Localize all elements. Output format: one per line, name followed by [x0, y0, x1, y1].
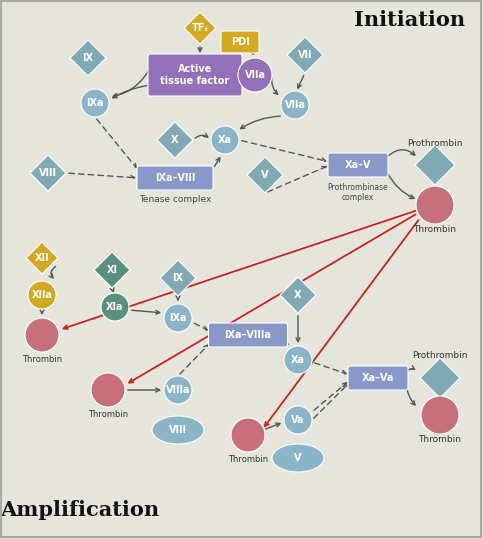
Text: Thrombin: Thrombin: [22, 355, 62, 364]
Text: Initiation: Initiation: [355, 10, 466, 30]
Text: IX: IX: [172, 273, 184, 283]
Circle shape: [164, 304, 192, 332]
Text: Prothrombinase
complex: Prothrombinase complex: [327, 183, 388, 203]
Polygon shape: [94, 252, 130, 288]
Text: X: X: [294, 290, 302, 300]
Polygon shape: [70, 40, 106, 76]
Circle shape: [416, 186, 454, 224]
Text: XI: XI: [106, 265, 117, 275]
Text: Tenase complex: Tenase complex: [139, 195, 211, 204]
Text: Thrombin: Thrombin: [413, 225, 456, 234]
Text: IXa–VIIIa: IXa–VIIIa: [225, 330, 271, 340]
FancyBboxPatch shape: [148, 54, 242, 96]
Text: Thrombin: Thrombin: [228, 455, 268, 464]
Polygon shape: [26, 242, 58, 274]
Text: IX: IX: [83, 53, 94, 63]
Text: Active
tissue factor: Active tissue factor: [160, 64, 229, 86]
FancyBboxPatch shape: [137, 166, 213, 190]
Text: PDI: PDI: [231, 37, 249, 47]
Polygon shape: [415, 145, 455, 185]
Text: VIII: VIII: [39, 168, 57, 178]
Circle shape: [25, 318, 59, 352]
Circle shape: [28, 281, 56, 309]
Circle shape: [231, 418, 265, 452]
Text: Thrombin: Thrombin: [88, 410, 128, 419]
Polygon shape: [157, 122, 193, 158]
Circle shape: [421, 396, 459, 434]
Ellipse shape: [152, 416, 204, 444]
FancyBboxPatch shape: [328, 153, 388, 177]
Text: VIII: VIII: [169, 425, 187, 435]
Polygon shape: [30, 155, 66, 191]
Circle shape: [164, 376, 192, 404]
Circle shape: [281, 91, 309, 119]
Text: Xa–V: Xa–V: [345, 160, 371, 170]
Polygon shape: [280, 277, 316, 313]
Text: XIa: XIa: [106, 302, 124, 312]
Circle shape: [284, 406, 312, 434]
Circle shape: [101, 293, 129, 321]
Text: VIIa: VIIa: [284, 100, 306, 110]
Text: V: V: [261, 170, 269, 180]
Text: Thrombin: Thrombin: [418, 435, 461, 444]
Circle shape: [284, 346, 312, 374]
Text: Xa: Xa: [218, 135, 232, 145]
Text: Amplification: Amplification: [0, 500, 159, 520]
Text: XII: XII: [35, 253, 49, 263]
Polygon shape: [420, 358, 460, 398]
Text: VII: VII: [298, 50, 312, 60]
Text: IXa–VIII: IXa–VIII: [155, 173, 195, 183]
Ellipse shape: [272, 444, 324, 472]
Text: V: V: [294, 453, 302, 463]
Polygon shape: [247, 157, 283, 193]
Circle shape: [91, 373, 125, 407]
Circle shape: [238, 58, 272, 92]
Text: Va: Va: [291, 415, 305, 425]
Circle shape: [211, 126, 239, 154]
Text: X: X: [171, 135, 179, 145]
Text: TFₜ: TFₜ: [191, 23, 209, 33]
Polygon shape: [287, 37, 323, 73]
FancyBboxPatch shape: [221, 31, 259, 53]
Text: Prothrombin: Prothrombin: [412, 351, 468, 360]
FancyBboxPatch shape: [209, 323, 287, 347]
Text: Xa–Va: Xa–Va: [362, 373, 394, 383]
Text: VIIIa: VIIIa: [166, 385, 190, 395]
Polygon shape: [160, 260, 196, 296]
Text: Xa: Xa: [291, 355, 305, 365]
FancyBboxPatch shape: [348, 366, 408, 390]
Text: IXa: IXa: [169, 313, 187, 323]
Text: IXa: IXa: [86, 98, 104, 108]
Polygon shape: [184, 12, 216, 44]
Text: VIIa: VIIa: [244, 70, 266, 80]
Text: Prothrombin: Prothrombin: [407, 139, 463, 148]
Text: XIIa: XIIa: [31, 290, 53, 300]
Circle shape: [81, 89, 109, 117]
